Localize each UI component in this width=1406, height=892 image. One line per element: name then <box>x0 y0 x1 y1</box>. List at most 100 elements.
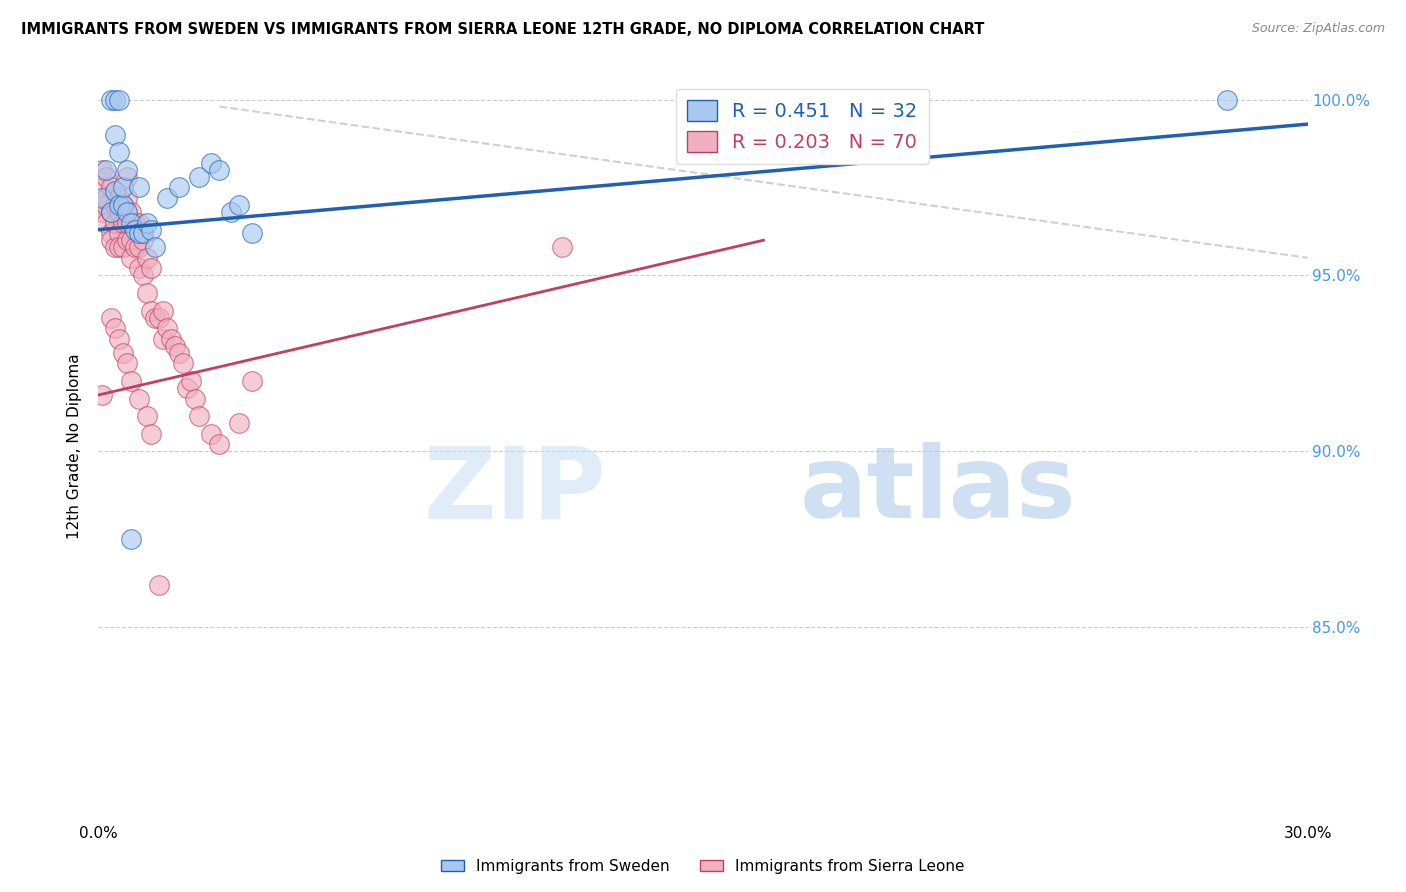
Point <box>111 240 134 254</box>
Point <box>96 198 118 212</box>
Point <box>115 191 138 205</box>
Point <box>180 374 202 388</box>
Legend: Immigrants from Sweden, Immigrants from Sierra Leone: Immigrants from Sweden, Immigrants from … <box>434 853 972 880</box>
Point <box>132 233 155 247</box>
Point <box>107 93 129 107</box>
Point <box>103 93 125 107</box>
Point <box>115 205 138 219</box>
Point <box>221 205 243 219</box>
Point <box>128 240 150 254</box>
Point <box>124 222 146 236</box>
Point <box>152 332 174 346</box>
Point <box>100 226 122 240</box>
Point <box>115 205 138 219</box>
Point <box>91 162 114 177</box>
Point <box>91 180 114 194</box>
Point <box>128 392 150 406</box>
Point <box>148 578 170 592</box>
Point <box>135 251 157 265</box>
Point <box>120 533 142 547</box>
Point <box>91 388 114 402</box>
Point <box>120 374 142 388</box>
Point <box>200 156 222 170</box>
Point <box>115 233 138 247</box>
Point <box>107 332 129 346</box>
Point <box>156 191 179 205</box>
Point <box>124 240 146 254</box>
Point <box>96 162 118 177</box>
Point <box>111 198 134 212</box>
Point <box>176 381 198 395</box>
Legend: R = 0.451   N = 32, R = 0.203   N = 70: R = 0.451 N = 32, R = 0.203 N = 70 <box>676 88 929 164</box>
Point <box>184 392 207 406</box>
Point <box>551 240 574 254</box>
Point <box>208 437 231 451</box>
Point <box>188 169 211 184</box>
Point <box>120 233 142 247</box>
Point <box>240 226 263 240</box>
Y-axis label: 12th Grade, No Diploma: 12th Grade, No Diploma <box>67 353 83 539</box>
Point <box>100 233 122 247</box>
Point <box>103 184 125 198</box>
Point <box>132 268 155 283</box>
Point <box>100 205 122 219</box>
Point <box>1216 93 1239 107</box>
Point <box>91 205 114 219</box>
Point <box>100 180 122 194</box>
Point <box>163 339 186 353</box>
Point <box>188 409 211 423</box>
Point <box>208 162 231 177</box>
Point <box>135 285 157 300</box>
Point <box>111 345 134 359</box>
Point <box>91 198 114 212</box>
Point <box>107 205 129 219</box>
Text: Source: ZipAtlas.com: Source: ZipAtlas.com <box>1251 22 1385 36</box>
Point <box>107 198 129 212</box>
Point <box>228 416 250 430</box>
Point <box>128 180 150 194</box>
Point <box>107 226 129 240</box>
Point <box>107 145 129 160</box>
Point <box>91 191 114 205</box>
Point <box>103 216 125 230</box>
Point <box>100 205 122 219</box>
Point <box>228 198 250 212</box>
Point <box>152 303 174 318</box>
Point <box>172 356 194 370</box>
Text: atlas: atlas <box>800 442 1077 540</box>
Point <box>96 216 118 230</box>
Text: ZIP: ZIP <box>423 442 606 540</box>
Point <box>103 321 125 335</box>
Point <box>240 374 263 388</box>
Point <box>135 409 157 423</box>
Text: IMMIGRANTS FROM SWEDEN VS IMMIGRANTS FROM SIERRA LEONE 12TH GRADE, NO DIPLOMA CO: IMMIGRANTS FROM SWEDEN VS IMMIGRANTS FRO… <box>21 22 984 37</box>
Point <box>115 216 138 230</box>
Point <box>128 226 150 240</box>
Point <box>96 169 118 184</box>
Point <box>103 198 125 212</box>
Point <box>167 180 190 194</box>
Point <box>120 251 142 265</box>
Point <box>100 93 122 107</box>
Point <box>200 426 222 441</box>
Point <box>100 310 122 325</box>
Point <box>132 226 155 240</box>
Point <box>167 345 190 359</box>
Point <box>115 169 138 184</box>
Point <box>111 216 134 230</box>
Point <box>115 356 138 370</box>
Point <box>111 180 134 194</box>
Point <box>115 162 138 177</box>
Point <box>143 310 166 325</box>
Point <box>96 191 118 205</box>
Point <box>156 321 179 335</box>
Point <box>111 198 134 212</box>
Point <box>120 205 142 219</box>
Point <box>107 191 129 205</box>
Point <box>135 216 157 230</box>
Point <box>124 216 146 230</box>
Point <box>128 216 150 230</box>
Point <box>139 261 162 276</box>
Point <box>103 128 125 142</box>
Point <box>139 426 162 441</box>
